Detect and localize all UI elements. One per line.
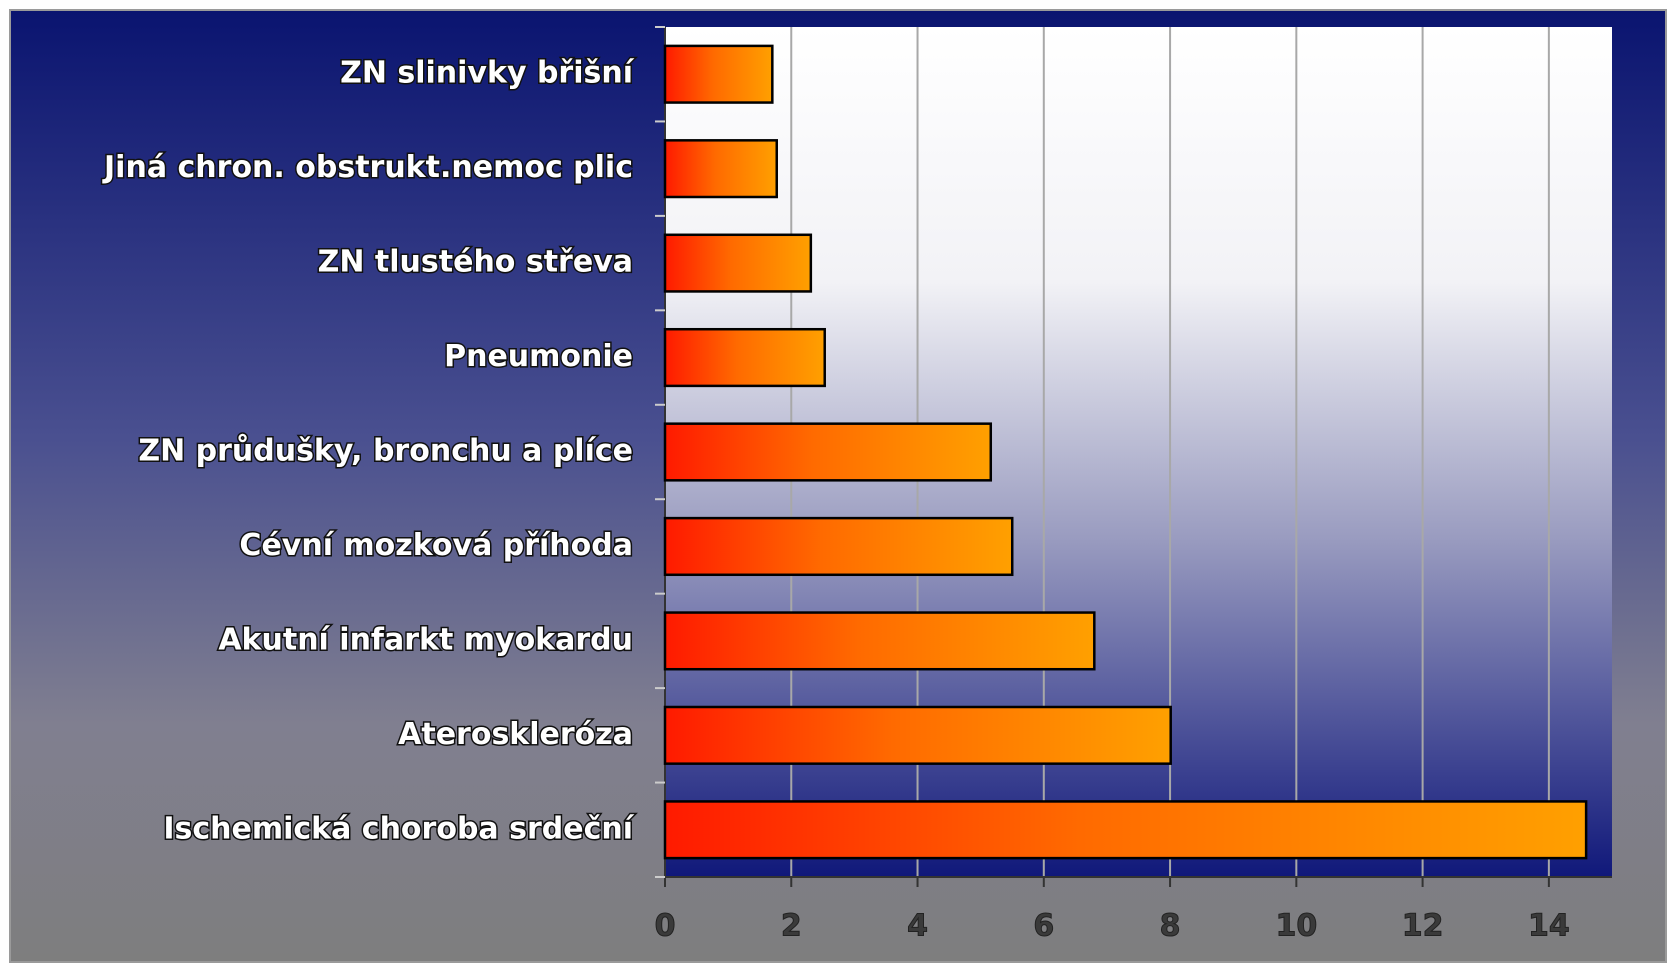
y-tick-label: Pneumonie <box>444 339 633 374</box>
bar <box>663 44 774 104</box>
bar <box>663 233 813 293</box>
y-tick-label: Cévní mozková příhoda <box>239 528 633 563</box>
y-tick-label: ZN slinivky břišní <box>340 56 635 91</box>
y-tick-label: Jiná chron. obstrukt.nemoc plic <box>102 150 633 185</box>
x-tick-label: 2 <box>781 909 802 944</box>
x-tick-label: 8 <box>1160 909 1181 944</box>
bar <box>663 422 993 482</box>
y-tick-label: Akutní infarkt myokardu <box>218 622 633 657</box>
x-tick-label: 6 <box>1033 909 1054 944</box>
x-tick-label: 10 <box>1275 909 1317 944</box>
y-tick-label: Ischemická choroba srdeční <box>163 811 634 846</box>
x-tick-label: 4 <box>907 909 928 944</box>
x-tick-label: 0 <box>655 909 676 944</box>
y-tick-label: ZN průdušky, bronchu a plíce <box>138 433 633 469</box>
y-tick-label: ZN tlustého střeva <box>318 245 633 280</box>
x-tick-label: 12 <box>1402 909 1444 944</box>
bar <box>663 516 1014 577</box>
bar <box>663 139 778 199</box>
bar <box>663 705 1172 765</box>
bar <box>663 327 826 388</box>
y-tick-label: Ateroskleróza <box>398 717 633 752</box>
bar <box>663 800 1588 860</box>
bar <box>663 611 1096 671</box>
x-tick-label: 14 <box>1528 909 1570 944</box>
